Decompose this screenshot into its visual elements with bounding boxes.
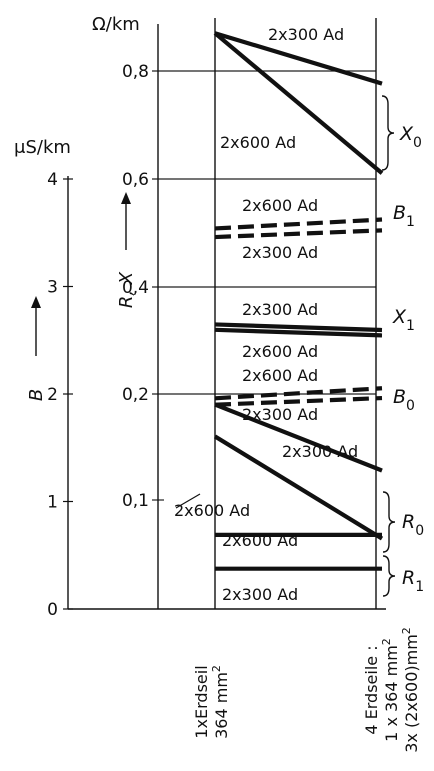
series-label: 2x300 Ad (242, 243, 318, 262)
series-label: 2x600 Ad (242, 342, 318, 361)
r1-brace (382, 555, 396, 597)
grid (152, 70, 376, 501)
left-axis-unit: μS/km (14, 137, 71, 158)
rx-tick-label: 0,2 (122, 385, 149, 405)
axes: 0,1 0,2 0,4 0,6 0,8 0 1 2 3 4 μS/km Ω/km B R, X (14, 14, 386, 620)
b-tick-label: 2 (47, 385, 58, 405)
right-axis-label: R, X (116, 271, 137, 308)
rx-tick-label: 0,4 (122, 278, 149, 298)
series-label: 2x300 Ad (222, 585, 298, 604)
series-label: 2x300 Ad (242, 405, 318, 424)
left-axis-arrowhead (31, 296, 41, 308)
series-labels: 2x300 Ad 2x600 Ad 2x600 Ad 2x300 Ad 2x300 Ad… (174, 25, 358, 604)
series-line-r0 (214, 402, 383, 473)
b-tick-label: 1 (47, 493, 58, 513)
series-line-x0 (214, 31, 383, 86)
group-label-x0: X0 (399, 123, 422, 151)
right-axis-unit: Ω/km (92, 14, 140, 35)
series-label: 2x600 Ad (174, 501, 250, 520)
group-label-r1: R1 (402, 567, 424, 595)
group-label-r0: R0 (402, 511, 424, 539)
right-axis-arrowhead (121, 192, 131, 204)
category-label-2: 4 Erdseile :1 x 364 mm2 3x (2x600)mm2 (362, 627, 421, 753)
series-line-r0 (213, 434, 384, 541)
rx-tick-label: 0,1 (122, 491, 149, 511)
series-label: 2x600 Ad (242, 366, 318, 385)
series-line-b0 (214, 395, 383, 407)
series-line-x1 (214, 327, 383, 338)
b-tick-label: 4 (47, 170, 58, 190)
category-label-1: 1xErdseil364 mm2 (192, 665, 231, 739)
b-tick-label: 3 (47, 278, 58, 298)
series-line-b1 (214, 217, 383, 231)
series-label: 2x300 Ad (268, 25, 344, 44)
r0-leader-line (175, 493, 201, 509)
rx-tick-label: 0,6 (122, 170, 149, 190)
series-lines (213, 31, 384, 571)
category-labels: 1xErdseil364 mm2 4 Erdseile :1 x 364 mm2 3… (192, 627, 421, 753)
series-label: 2x600 Ad (242, 196, 318, 215)
series-label: 2x300 Ad (242, 300, 318, 319)
x0-brace (381, 95, 395, 171)
b-tick-label: 0 (47, 600, 58, 620)
group-label-b0: B0 (393, 386, 415, 414)
series-line-b0 (214, 386, 383, 401)
series-line-b1 (214, 228, 383, 240)
series-label: 2x300 Ad (282, 442, 358, 461)
series-label: 2x600 Ad (220, 133, 296, 152)
left-axis-label: B (26, 389, 47, 401)
series-line-x0 (213, 31, 384, 175)
series-line-x1 (214, 322, 383, 333)
group-label-b1: B1 (393, 202, 415, 230)
group-labels: X0 B1 X1 B0 R0 R1 (381, 95, 424, 597)
rx-tick-label: 0,8 (122, 62, 149, 82)
group-label-x1: X1 (392, 306, 415, 334)
r0-brace (382, 491, 396, 553)
series-label: 2x600 Ad (222, 531, 298, 550)
